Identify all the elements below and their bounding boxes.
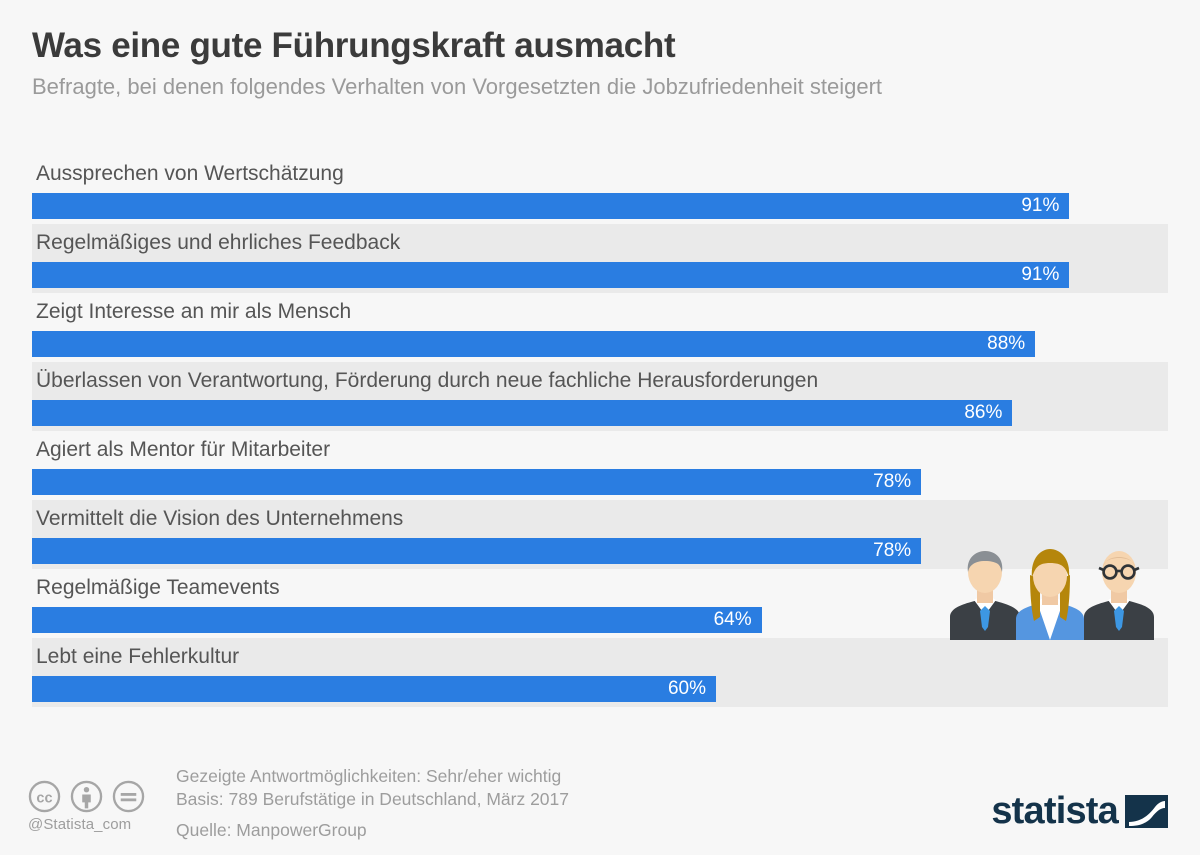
chart-row: Vermittelt die Vision des Unternehmens 78… — [0, 500, 1200, 569]
attribution-icon — [70, 780, 103, 813]
page-title: Was eine gute Führungskraft ausmacht — [32, 26, 676, 65]
bar: 91% — [32, 262, 1070, 288]
note-source: Quelle: ManpowerGroup — [176, 820, 367, 840]
no-derivatives-icon — [112, 780, 145, 813]
bar-label: Zeigt Interesse an mir als Mensch — [36, 300, 352, 323]
statista-handle: @Statista_com — [28, 816, 132, 833]
source-notes: Gezeigte Antwortmöglichkeiten: Sehr/eher… — [176, 765, 796, 842]
bar-track: 86% — [32, 400, 1172, 426]
chart-row: Agiert als Mentor für Mitarbeiter 78% — [0, 431, 1200, 500]
creative-commons-icon: cc — [28, 780, 61, 813]
bar-value-label: 60% — [667, 678, 706, 699]
bar-value-label: 91% — [1021, 195, 1060, 216]
statista-logo: statista — [991, 792, 1168, 830]
bar-label: Regelmäßiges und ehrliches Feedback — [36, 231, 401, 254]
person-middle — [1016, 549, 1084, 640]
bar-value-label: 78% — [873, 471, 912, 492]
chart-row: Zeigt Interesse an mir als Mensch 88% — [0, 293, 1200, 362]
bar-label: Aussprechen von Wertschätzung — [36, 162, 344, 185]
bar-label: Überlassen von Verantwortung, Förderung … — [36, 369, 819, 392]
bar: 91% — [32, 193, 1070, 219]
person-left — [950, 551, 1020, 640]
page-subtitle: Befragte, bei denen folgendes Verhalten … — [32, 74, 883, 99]
bar-chart: Aussprechen von Wertschätzung 91% Regelmäß… — [0, 155, 1200, 715]
bar: 78% — [32, 469, 922, 495]
bar-value-label: 86% — [964, 402, 1003, 423]
bar-label: Regelmäßige Teamevents — [36, 576, 280, 599]
chart-row: Regelmäßiges und ehrliches Feedback 91% — [0, 224, 1200, 293]
creative-commons-icons: cc — [28, 780, 168, 813]
bar-track: 88% — [32, 331, 1172, 357]
footer: cc @Stati — [0, 740, 1200, 855]
bar-track: 91% — [32, 193, 1172, 219]
chart-row: Regelmäßige Teamevents 64% — [0, 569, 1200, 638]
header: Was eine gute Führungskraft ausmacht Bef… — [32, 24, 1172, 102]
chart-row: Überlassen von Verantwortung, Förderung … — [0, 362, 1200, 431]
bar-value-label: 88% — [987, 333, 1026, 354]
svg-text:cc: cc — [36, 790, 52, 806]
bar-track: 60% — [32, 676, 1172, 702]
bar-value-label: 64% — [713, 609, 752, 630]
bar-label: Vermittelt die Vision des Unternehmens — [36, 507, 404, 530]
note-basis: Basis: 789 Berufstätige in Deutschland, … — [176, 789, 569, 809]
statista-wordmark: statista — [991, 790, 1118, 832]
statista-logo-mark — [1125, 794, 1168, 828]
bar-track: 64% — [32, 607, 1172, 633]
chart-row: Lebt eine Fehlerkultur 60% — [0, 638, 1200, 707]
three-business-people-illustration — [944, 545, 1172, 640]
bar-track: 78% — [32, 538, 1172, 564]
bar-track: 78% — [32, 469, 1172, 495]
bar: 64% — [32, 607, 762, 633]
bar-label: Lebt eine Fehlerkultur — [36, 645, 240, 668]
bar: 60% — [32, 676, 716, 702]
bar: 86% — [32, 400, 1013, 426]
person-right — [1084, 551, 1154, 640]
creative-commons-block: cc @Stati — [28, 780, 168, 833]
note-answer-options: Gezeigte Antwortmöglichkeiten: Sehr/eher… — [176, 766, 562, 786]
glasses-icon — [1098, 564, 1140, 580]
bar-track: 91% — [32, 262, 1172, 288]
bar-label: Agiert als Mentor für Mitarbeiter — [36, 438, 331, 461]
chart-row: Aussprechen von Wertschätzung 91% — [0, 155, 1200, 224]
bar-value-label: 91% — [1021, 264, 1060, 285]
bar: 78% — [32, 538, 922, 564]
bar: 88% — [32, 331, 1036, 357]
bar-value-label: 78% — [873, 540, 912, 561]
